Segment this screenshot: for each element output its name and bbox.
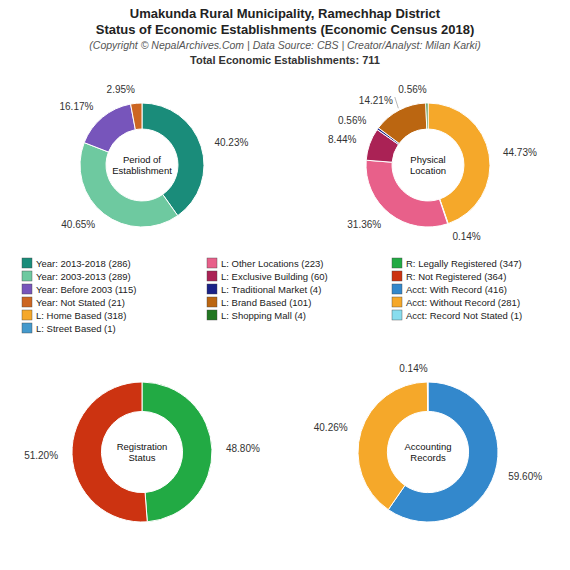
chart: Umakunda Rural Municipality, Ramechhap D…	[0, 0, 570, 570]
data-label: 59.60%	[508, 471, 542, 482]
data-label: 31.36%	[347, 219, 381, 230]
text-line: Records	[410, 452, 446, 463]
legend: Year: 2013-2018 (286) Year: 2003-2013 (28…	[22, 258, 522, 334]
legend-swatch	[22, 271, 32, 281]
data-label: 0.56%	[398, 84, 426, 95]
text-line: Accounting	[404, 441, 451, 452]
legend-swatch	[392, 258, 402, 268]
title-line: Status of Economic Establishments (Econo…	[96, 22, 475, 37]
legend-entry: Acct: With Record (416)	[406, 284, 507, 295]
legend-swatch	[207, 271, 217, 281]
text-line: Status	[129, 452, 156, 463]
legend-entry: Year: Not Stated (21)	[36, 297, 125, 308]
slice	[80, 143, 178, 227]
legend-entry: L: Street Based (1)	[36, 323, 116, 334]
title-line: Umakunda Rural Municipality, Ramechhap D…	[130, 6, 441, 21]
pie-title: RegistrationStatus	[117, 441, 168, 463]
legend-swatch	[392, 284, 402, 294]
legend-swatch	[22, 297, 32, 307]
legend-swatch	[207, 297, 217, 307]
slice	[366, 160, 448, 227]
pie-1: PhysicalLocation 44.73% 0.14% 31.36% 8.44% 0.…	[328, 84, 537, 243]
legend-entry: Year: 2013-2018 (286)	[36, 258, 131, 269]
leader-line	[395, 97, 399, 108]
slice	[378, 103, 426, 143]
slice	[427, 382, 429, 411]
legend-entry: Year: Before 2003 (115)	[36, 284, 136, 295]
data-label: 0.56%	[338, 115, 366, 126]
annotation: Total Economic Establishments: 711	[190, 54, 380, 66]
legend-entry: R: Legally Registered (347)	[406, 258, 522, 269]
pie-3: AccountingRecords 59.60% 40.26% 0.14%	[314, 363, 542, 522]
legend-entry: Acct: Without Record (281)	[406, 297, 520, 308]
legend-entry: L: Other Locations (223)	[221, 258, 323, 269]
legend-entry: L: Exclusive Building (60)	[221, 271, 328, 282]
pie-title: Period ofEstablishment	[112, 154, 172, 176]
legend-entry: L: Brand Based (101)	[221, 297, 311, 308]
data-label: 8.44%	[328, 134, 356, 145]
slice	[426, 103, 428, 129]
pie-title: AccountingRecords	[404, 441, 451, 463]
text-line: Period of	[123, 154, 161, 165]
data-label: 16.17%	[60, 101, 94, 112]
text-line: Establishment	[112, 165, 172, 176]
data-label: 44.73%	[503, 147, 537, 158]
legend-swatch	[207, 284, 217, 294]
legend-swatch	[392, 271, 402, 281]
legend-entry: Year: 2003-2013 (289)	[36, 271, 131, 282]
data-label: 14.21%	[359, 95, 393, 106]
legend-swatch	[207, 258, 217, 268]
legend-swatch	[22, 284, 32, 294]
text-line: Location	[410, 165, 446, 176]
legend-swatch	[207, 310, 217, 320]
legend-entry: L: Traditional Market (4)	[221, 284, 321, 295]
data-label: 2.95%	[107, 84, 135, 95]
text-line: Physical	[410, 154, 445, 165]
legend-entry: L: Shopping Mall (4)	[221, 310, 306, 321]
page: {"title": "Umakunda Rural Municipality, …	[0, 0, 570, 570]
subtitle: (Copyright © NepalArchives.Com | Data So…	[89, 39, 480, 51]
pie-0: Period ofEstablishment 40.23% 40.65% 16.17%…	[60, 84, 249, 231]
legend-swatch	[22, 258, 32, 268]
legend-entry: L: Home Based (318)	[36, 310, 126, 321]
data-label: 51.20%	[24, 450, 58, 461]
text-line: Registration	[117, 441, 168, 452]
legend-swatch	[392, 310, 402, 320]
legend-entry: R: Not Registered (364)	[406, 271, 506, 282]
pie-title: PhysicalLocation	[410, 154, 446, 176]
slice	[131, 103, 142, 130]
data-label: 40.23%	[214, 137, 248, 148]
data-label: 40.26%	[314, 422, 348, 433]
data-label: 48.80%	[226, 443, 260, 454]
legend-entry: Acct: Record Not Stated (1)	[406, 310, 522, 321]
pie-2: RegistrationStatus 48.80% 51.20%	[24, 382, 260, 522]
legend-swatch	[22, 310, 32, 320]
data-label: 0.14%	[452, 231, 480, 242]
data-label: 0.14%	[399, 363, 427, 374]
legend-swatch	[22, 323, 32, 333]
title: Umakunda Rural Municipality, Ramechhap D…	[96, 6, 475, 37]
data-label: 40.65%	[61, 219, 95, 230]
legend-swatch	[392, 297, 402, 307]
